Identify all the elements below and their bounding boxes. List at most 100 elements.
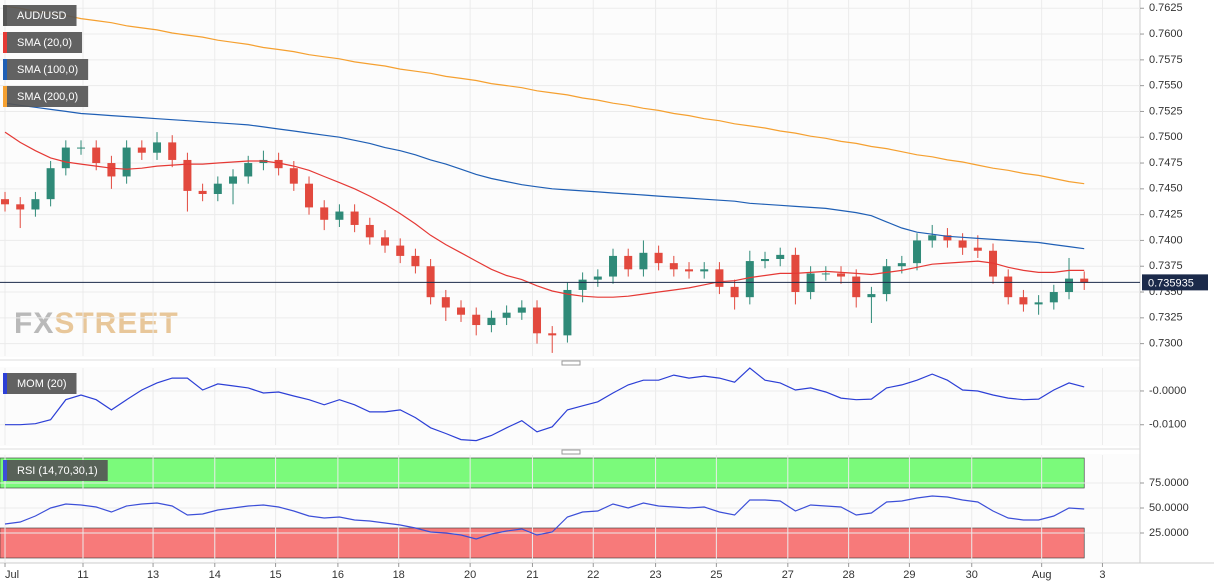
candle-body — [1065, 278, 1074, 293]
candle-body — [31, 199, 40, 210]
x-tick-label: 27 — [782, 569, 794, 581]
x-tick-label: 30 — [966, 569, 978, 581]
legend-item: RSI (14,70,30,1) — [3, 460, 108, 481]
legend-label: MOM (20) — [17, 378, 67, 390]
candle-body — [502, 312, 511, 318]
candle-body — [776, 254, 785, 260]
legend-label: SMA (200,0) — [17, 91, 78, 103]
candle-body — [411, 255, 420, 267]
y-tick-label: 0.7425 — [1149, 209, 1183, 221]
candle-body — [46, 168, 55, 200]
candle-body — [654, 252, 663, 264]
x-tick-label: Aug — [1032, 569, 1052, 581]
candle-body — [578, 279, 587, 290]
x-tick-label: 23 — [649, 569, 661, 581]
x-tick-label: 14 — [209, 569, 221, 581]
y-tick-label: 0.7550 — [1149, 80, 1183, 92]
y-tick-label: 0.7500 — [1149, 131, 1183, 143]
y-tick-label: 0.7600 — [1149, 28, 1183, 40]
watermark: FXSTREET — [14, 307, 179, 340]
candle-body — [973, 247, 982, 251]
price-tag — [1142, 274, 1208, 291]
x-tick-label: 21 — [526, 569, 538, 581]
candle-body — [730, 286, 739, 298]
drag-handle[interactable] — [561, 449, 581, 455]
y-tick-label: 0.7300 — [1149, 338, 1183, 350]
candle-body — [274, 159, 283, 169]
legend-box — [3, 460, 108, 481]
candle-body — [350, 211, 359, 225]
x-tick-label: 20 — [464, 569, 476, 581]
candle-body — [852, 276, 861, 298]
candle-body — [624, 255, 633, 270]
price-label: 0.735935 — [1148, 277, 1194, 289]
candle-body — [335, 211, 344, 220]
line-series — [4, 131, 1085, 298]
drag-handle[interactable] — [561, 360, 581, 366]
candle-body — [122, 147, 131, 177]
legend-box — [3, 5, 77, 26]
candle-body — [365, 224, 374, 238]
x-tick-label: 13 — [147, 569, 159, 581]
x-tick-label: 29 — [903, 569, 915, 581]
y-tick-label: 25.0000 — [1149, 527, 1189, 539]
y-tick-label: 0.7475 — [1149, 157, 1183, 169]
candle-body — [153, 142, 162, 153]
x-tick-label: Jul — [5, 569, 19, 581]
candle-body — [92, 147, 101, 164]
candle-body — [61, 147, 70, 169]
legend-label: SMA (20,0) — [17, 37, 72, 49]
candle-body — [593, 276, 602, 280]
handle[interactable] — [561, 449, 581, 455]
candle-body — [1, 199, 10, 205]
candle-body — [244, 163, 253, 177]
x-tick-label: 15 — [269, 569, 281, 581]
watermark-part: STREET — [54, 307, 178, 340]
x-tick-label: 25 — [710, 569, 722, 581]
y-tick-label: 0.7325 — [1149, 312, 1183, 324]
candle-body — [107, 163, 116, 177]
y-tick-label: 0.7575 — [1149, 54, 1183, 66]
legend-item: MOM (20) — [3, 373, 77, 394]
legend-swatch — [3, 373, 7, 394]
y-tick-label: 75.0000 — [1149, 477, 1189, 489]
legend-swatch — [3, 86, 7, 107]
candle-body — [517, 307, 526, 313]
legend-box — [3, 32, 83, 53]
candle-body — [1004, 276, 1013, 298]
x-tick-label: 22 — [587, 569, 599, 581]
x-tick-label: 16 — [332, 569, 344, 581]
candle-body — [1080, 278, 1089, 283]
line-series — [4, 102, 1085, 250]
legend-swatch — [3, 5, 7, 26]
handle[interactable] — [561, 360, 581, 366]
x-tick-label: 3 — [1099, 569, 1105, 581]
candle-body — [1034, 302, 1043, 305]
watermark-part: FX — [14, 307, 54, 340]
line-series — [4, 5, 1085, 185]
legend-label: SMA (100,0) — [17, 64, 78, 76]
candle-body — [229, 176, 238, 184]
candle-body — [1019, 297, 1028, 305]
legend-swatch — [3, 460, 7, 481]
candle-body — [563, 289, 572, 336]
candle-body — [441, 297, 450, 308]
y-tick-label: 0.7525 — [1149, 105, 1183, 117]
legend-box — [3, 86, 89, 107]
legend-swatch — [3, 59, 7, 80]
candle-body — [396, 245, 405, 256]
candle-body — [943, 235, 952, 241]
legend-swatch — [3, 32, 7, 53]
y-tick-label: 0.7450 — [1149, 183, 1183, 195]
candle-body — [882, 266, 891, 295]
candle-body — [761, 259, 770, 262]
candle-body — [305, 183, 314, 208]
candle-body — [183, 159, 192, 191]
candle-body — [609, 255, 618, 277]
candle-body — [289, 168, 298, 184]
candle-body — [381, 237, 390, 246]
candle-body — [472, 314, 481, 326]
line-series — [4, 495, 1085, 540]
y-tick-label: 0.7375 — [1149, 260, 1183, 272]
